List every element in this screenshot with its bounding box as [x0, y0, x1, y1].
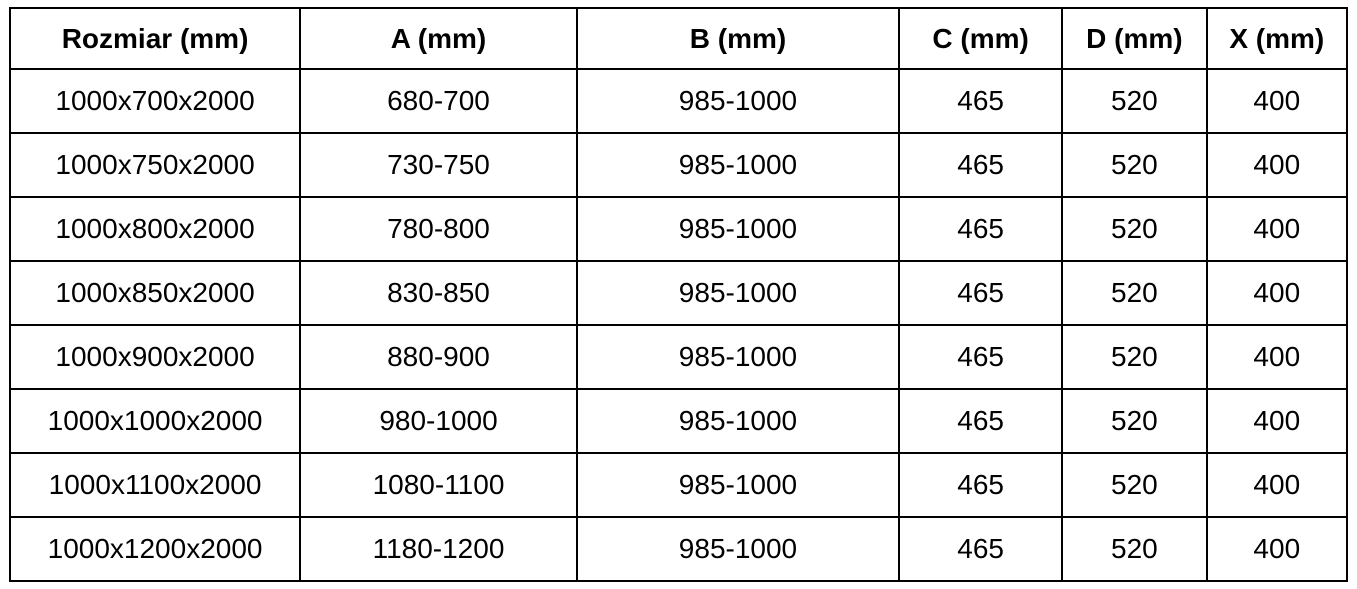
table-cell: 1180-1200 [299, 516, 578, 582]
column-header: X (mm) [1205, 7, 1349, 70]
table-cell: 985-1000 [575, 68, 901, 134]
table-cell: 985-1000 [575, 260, 901, 326]
column-header: C (mm) [898, 7, 1064, 70]
table-cell: 465 [898, 324, 1064, 390]
table-cell: 980-1000 [299, 388, 578, 454]
table-row: 1000x850x2000 830-850 985-1000 465 520 400 [8, 260, 1349, 326]
table-row: 1000x700x2000 680-700 985-1000 465 520 400 [8, 68, 1349, 134]
table-cell: 1000x800x2000 [8, 196, 302, 262]
table-header-row: Rozmiar (mm) A (mm) B (mm) C (mm) D (mm) X (m… [8, 7, 1349, 70]
table-cell: 985-1000 [575, 196, 901, 262]
column-header: A (mm) [299, 7, 578, 70]
dimension-table: Rozmiar (mm) A (mm) B (mm) C (mm) D (mm) X (m… [8, 7, 1349, 582]
dimension-table-container: Rozmiar (mm) A (mm) B (mm) C (mm) D (mm) X (m… [8, 7, 1349, 582]
table-cell: 400 [1205, 516, 1349, 582]
table-cell: 400 [1205, 452, 1349, 518]
table-cell: 1000x750x2000 [8, 132, 302, 198]
table-cell: 520 [1061, 196, 1208, 262]
column-header: Rozmiar (mm) [8, 7, 302, 70]
table-cell: 730-750 [299, 132, 578, 198]
table-cell: 985-1000 [575, 388, 901, 454]
table-cell: 520 [1061, 68, 1208, 134]
table-cell: 400 [1205, 68, 1349, 134]
table-cell: 465 [898, 196, 1064, 262]
table-cell: 465 [898, 132, 1064, 198]
table-cell: 400 [1205, 132, 1349, 198]
table-row: 1000x1000x2000 980-1000 985-1000 465 520 400 [8, 388, 1349, 454]
table-cell: 520 [1061, 132, 1208, 198]
table-row: 1000x900x2000 880-900 985-1000 465 520 400 [8, 324, 1349, 390]
table-cell: 465 [898, 388, 1064, 454]
table-cell: 520 [1061, 516, 1208, 582]
table-cell: 680-700 [299, 68, 578, 134]
table-row: 1000x800x2000 780-800 985-1000 465 520 400 [8, 196, 1349, 262]
table-row: 1000x1200x2000 1180-1200 985-1000 465 520 400 [8, 516, 1349, 582]
table-cell: 520 [1061, 452, 1208, 518]
table-cell: 520 [1061, 324, 1208, 390]
column-header: B (mm) [575, 7, 901, 70]
table-cell: 1000x700x2000 [8, 68, 302, 134]
table-cell: 400 [1205, 324, 1349, 390]
table-cell: 985-1000 [575, 516, 901, 582]
table-cell: 520 [1061, 388, 1208, 454]
table-row: 1000x1100x2000 1080-1100 985-1000 465 520 400 [8, 452, 1349, 518]
table-cell: 985-1000 [575, 132, 901, 198]
column-header: D (mm) [1061, 7, 1208, 70]
table-cell: 985-1000 [575, 324, 901, 390]
table-cell: 1080-1100 [299, 452, 578, 518]
table-cell: 520 [1061, 260, 1208, 326]
table-cell: 400 [1205, 196, 1349, 262]
table-cell: 400 [1205, 260, 1349, 326]
table-cell: 465 [898, 516, 1064, 582]
table-cell: 1000x1000x2000 [8, 388, 302, 454]
table-row: 1000x750x2000 730-750 985-1000 465 520 400 [8, 132, 1349, 198]
table-cell: 1000x1100x2000 [8, 452, 302, 518]
table-body: 1000x700x2000 680-700 985-1000 465 520 400 100… [8, 68, 1349, 582]
table-cell: 780-800 [299, 196, 578, 262]
table-cell: 1000x850x2000 [8, 260, 302, 326]
table-cell: 985-1000 [575, 452, 901, 518]
table-cell: 400 [1205, 388, 1349, 454]
table-cell: 1000x900x2000 [8, 324, 302, 390]
table-cell: 830-850 [299, 260, 578, 326]
table-cell: 465 [898, 68, 1064, 134]
table-cell: 465 [898, 260, 1064, 326]
table-cell: 465 [898, 452, 1064, 518]
table-cell: 1000x1200x2000 [8, 516, 302, 582]
table-cell: 880-900 [299, 324, 578, 390]
